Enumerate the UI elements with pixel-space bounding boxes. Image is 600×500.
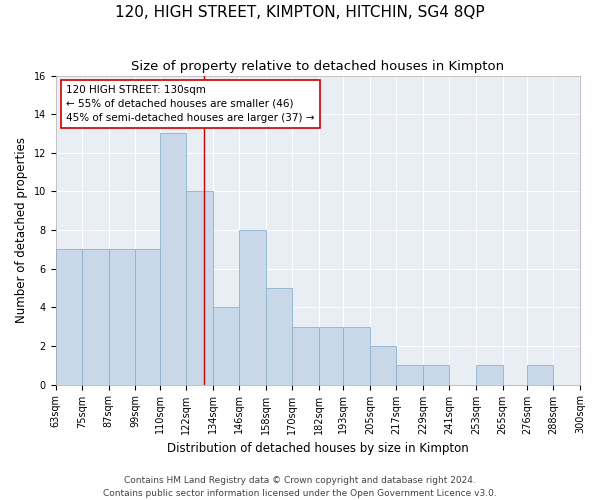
Bar — [397, 366, 423, 384]
Bar — [423, 366, 449, 384]
Bar — [292, 326, 319, 384]
Bar — [319, 326, 343, 384]
Bar — [56, 250, 82, 384]
Bar — [109, 250, 136, 384]
Bar — [476, 366, 503, 384]
Bar — [213, 308, 239, 384]
Bar — [186, 192, 213, 384]
Bar — [136, 250, 160, 384]
Text: 120, HIGH STREET, KIMPTON, HITCHIN, SG4 8QP: 120, HIGH STREET, KIMPTON, HITCHIN, SG4 … — [115, 5, 485, 20]
Text: Contains HM Land Registry data © Crown copyright and database right 2024.
Contai: Contains HM Land Registry data © Crown c… — [103, 476, 497, 498]
Y-axis label: Number of detached properties: Number of detached properties — [15, 137, 28, 323]
Bar — [527, 366, 553, 384]
Bar — [239, 230, 266, 384]
Bar — [343, 326, 370, 384]
Bar — [266, 288, 292, 384]
X-axis label: Distribution of detached houses by size in Kimpton: Distribution of detached houses by size … — [167, 442, 469, 455]
Bar — [370, 346, 397, 385]
Bar — [82, 250, 109, 384]
Title: Size of property relative to detached houses in Kimpton: Size of property relative to detached ho… — [131, 60, 505, 73]
Bar — [160, 134, 186, 384]
Text: 120 HIGH STREET: 130sqm
← 55% of detached houses are smaller (46)
45% of semi-de: 120 HIGH STREET: 130sqm ← 55% of detache… — [66, 85, 314, 123]
